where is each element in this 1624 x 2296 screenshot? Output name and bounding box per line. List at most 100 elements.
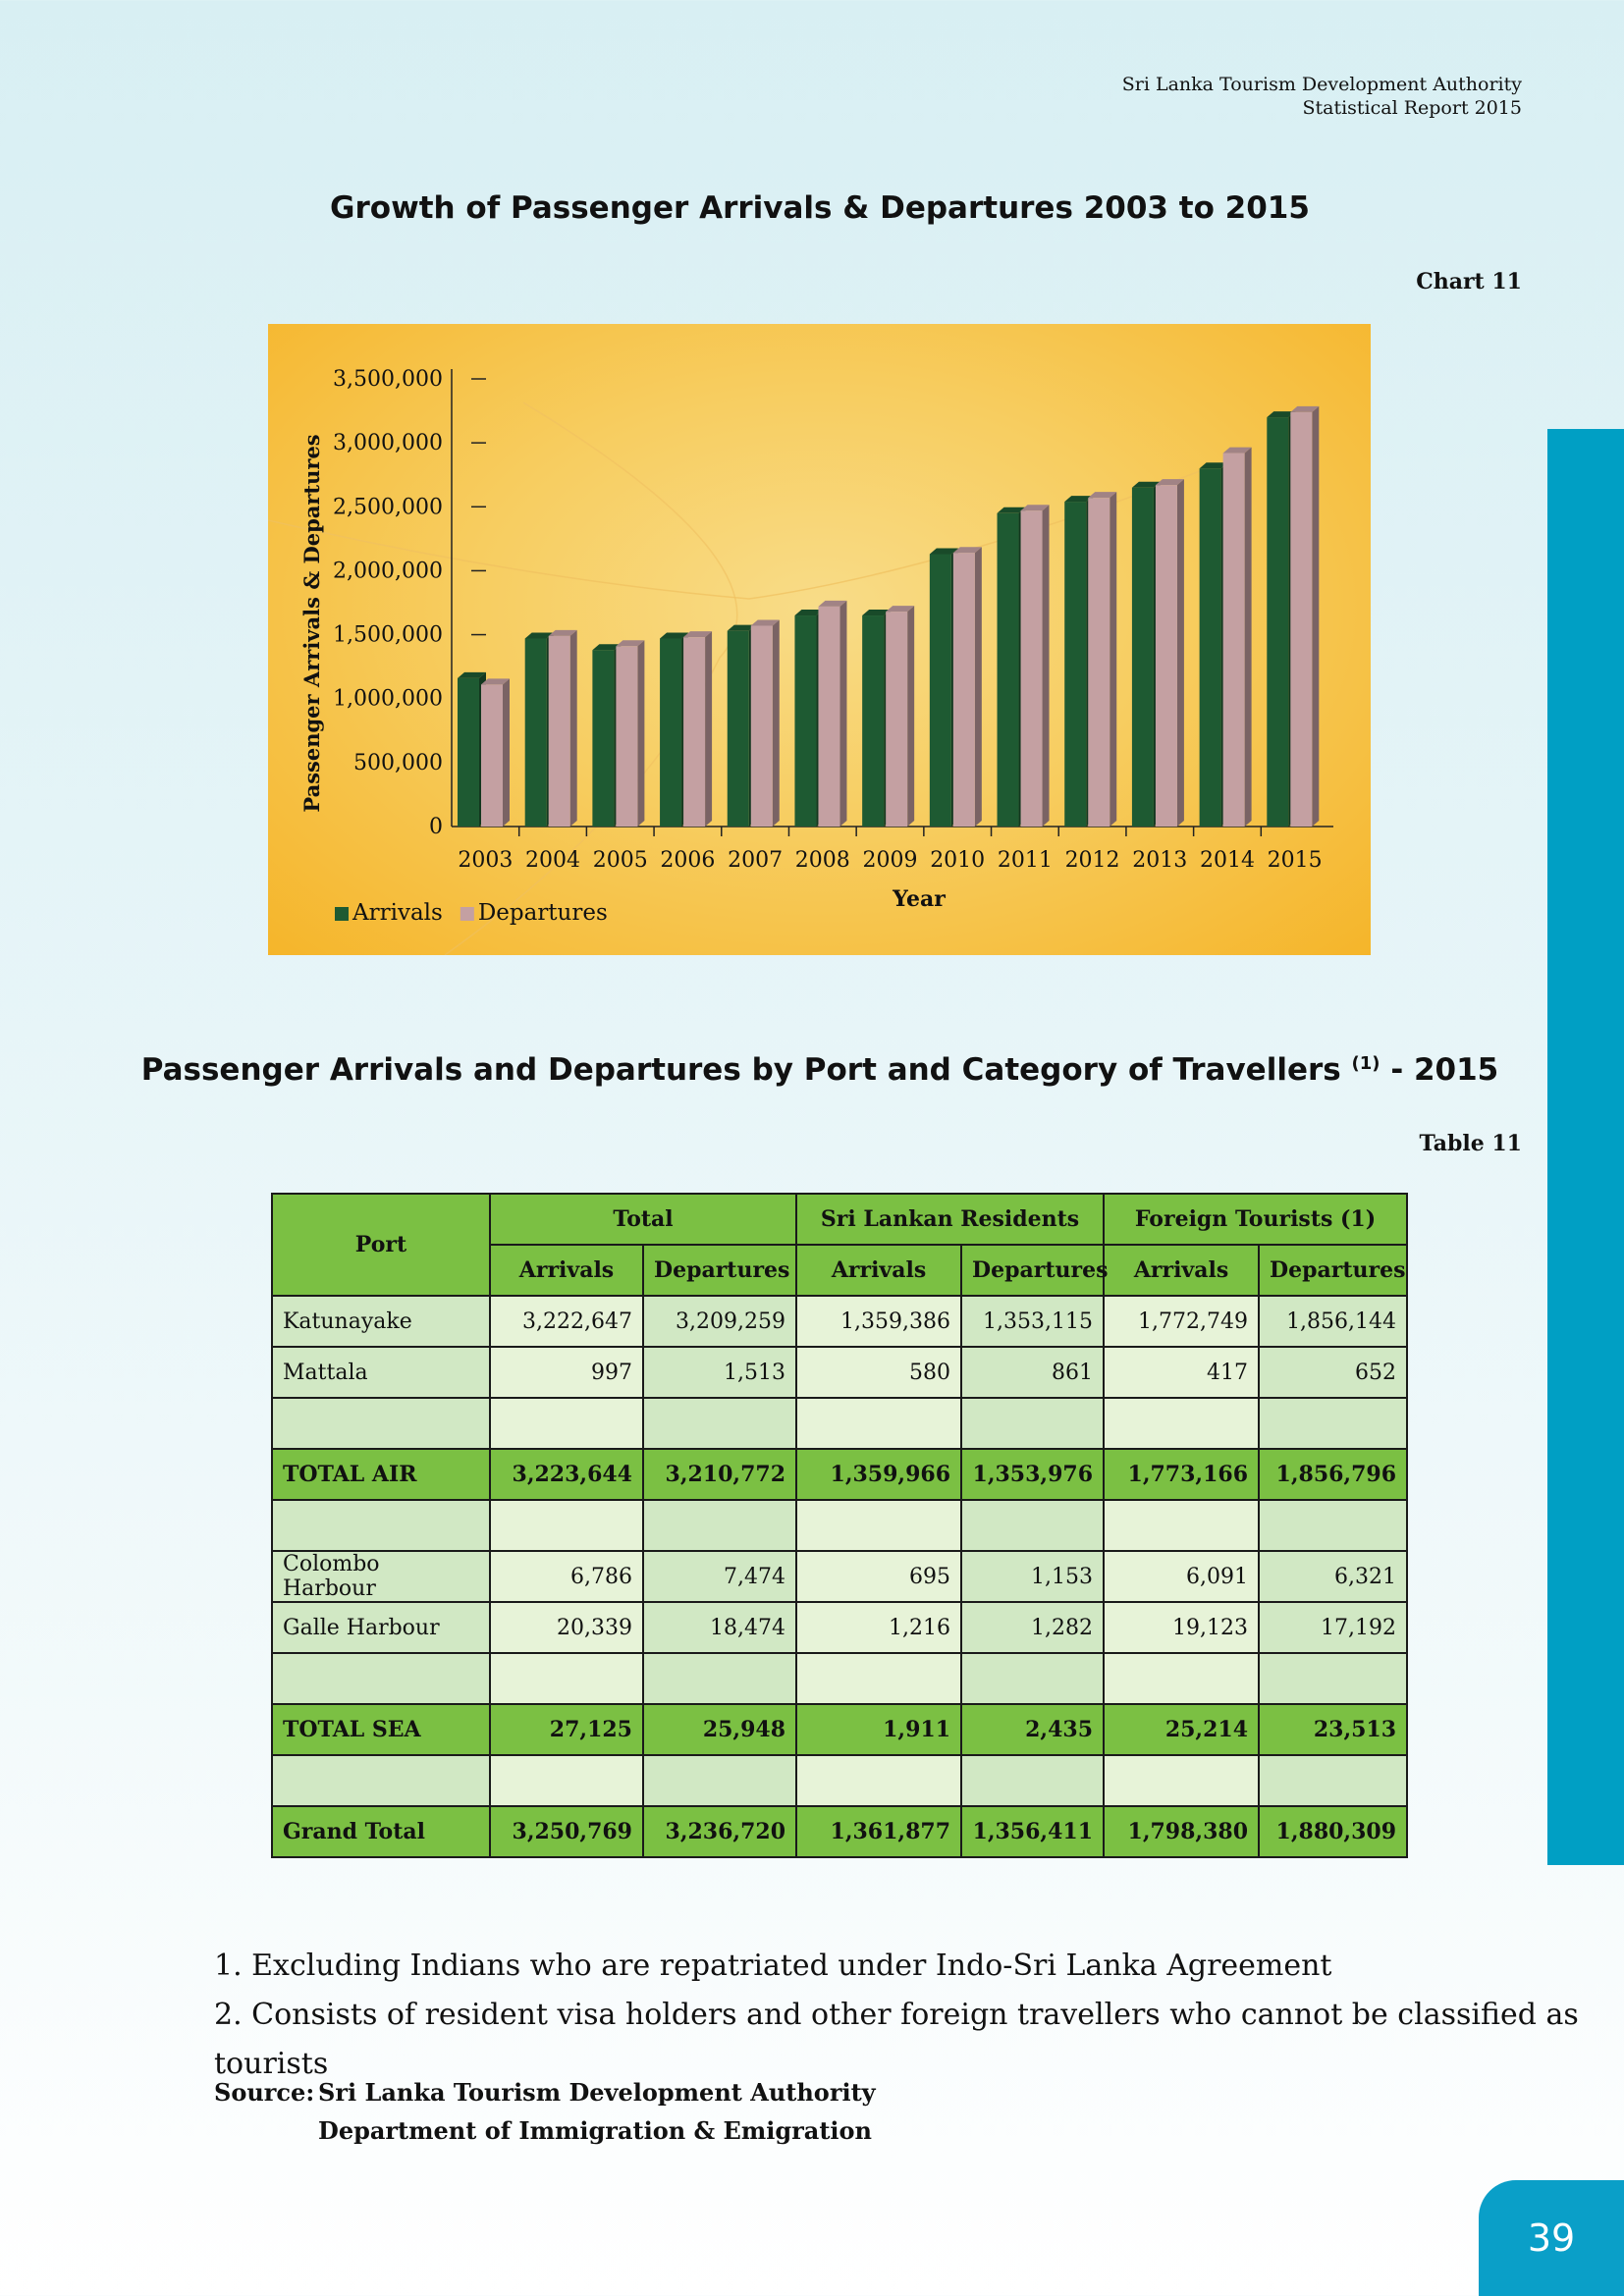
- value-cell: 1,880,309: [1258, 1805, 1409, 1858]
- value-cell: 1,282: [960, 1601, 1106, 1654]
- bar-arrivals-2006: [660, 638, 682, 827]
- footnotes: 1. Excluding Indians who are repatriated…: [214, 1942, 1624, 2089]
- header-report: Statistical Report 2015: [1302, 97, 1522, 119]
- chart-panel: 0 500,000 1,000,000 1,500,000 2,000,000 2,500…: [268, 324, 1371, 955]
- table-title-year: - 2015: [1390, 1052, 1499, 1088]
- subheader: Arrivals: [489, 1244, 644, 1297]
- table-total-row: Grand Total 3,250,769 3,236,720 1,361,877 1,…: [271, 1805, 1409, 1858]
- subheader: Departures: [641, 1244, 798, 1297]
- y-tick-label: 3,500,000: [333, 367, 443, 392]
- x-tick-label: 2014: [1200, 848, 1255, 873]
- chart-ref: Chart 11: [1416, 269, 1522, 294]
- value-cell: [489, 1397, 644, 1450]
- footnote-1: 1. Excluding Indians who are repatriated…: [214, 1949, 1332, 1983]
- table-ref: Table 11: [1419, 1131, 1522, 1156]
- bar-side: [1312, 405, 1320, 827]
- table-title-footnote-ref: (1): [1351, 1052, 1380, 1074]
- value-cell: [960, 1397, 1106, 1450]
- x-tick-label: 2007: [728, 848, 783, 873]
- value-cell: [795, 1652, 963, 1705]
- value-cell: 18,474: [641, 1601, 798, 1654]
- bar-departures-2003: [481, 684, 503, 827]
- value-cell: 695: [795, 1550, 963, 1603]
- bar-side: [637, 640, 645, 827]
- bar-top: [1199, 462, 1228, 469]
- value-cell: [489, 1499, 644, 1552]
- bar-arrivals-2010: [929, 554, 951, 827]
- port-cell: [271, 1754, 491, 1807]
- bar-top: [548, 629, 577, 636]
- source-block: Source: Sri Lanka Tourism Development Aut…: [214, 2073, 876, 2150]
- side-color-band: [1547, 429, 1624, 1865]
- subheader: Arrivals: [795, 1244, 963, 1297]
- value-cell: 1,513: [641, 1346, 798, 1399]
- y-tick-label: 2,000,000: [333, 559, 443, 583]
- report-header: Sri Lanka Tourism Development Authority …: [1122, 73, 1522, 120]
- table-total-row: TOTAL SEA 27,125 25,948 1,911 2,435 25,214 23,…: [271, 1703, 1409, 1756]
- bar-departures-2007: [750, 625, 773, 827]
- bar-top: [616, 640, 645, 647]
- value-cell: 997: [489, 1346, 644, 1399]
- value-cell: [1103, 1652, 1261, 1705]
- legend-swatch: [460, 907, 474, 921]
- legend-label: Departures: [478, 900, 608, 926]
- value-cell: 1,153: [960, 1550, 1106, 1603]
- bar-side: [839, 600, 847, 827]
- port-cell: TOTAL SEA: [271, 1703, 491, 1756]
- bar-side: [974, 547, 982, 827]
- bar-top: [1131, 481, 1161, 488]
- value-cell: 1,911: [795, 1703, 963, 1756]
- x-tick-label: 2009: [863, 848, 918, 873]
- value-cell: [1258, 1754, 1409, 1807]
- value-cell: 1,216: [795, 1601, 963, 1654]
- bar-departures-2013: [1155, 485, 1177, 827]
- table-row: Katunayake 3,222,647 3,209,259 1,359,386 1,3…: [271, 1295, 1409, 1348]
- value-cell: 1,798,380: [1103, 1805, 1261, 1858]
- y-tick-label: 500,000: [353, 751, 443, 775]
- bar-departures-2015: [1290, 411, 1313, 827]
- bar-departures-2014: [1222, 453, 1245, 827]
- value-cell: [960, 1754, 1106, 1807]
- value-cell: 3,209,259: [641, 1295, 798, 1348]
- y-tick-label: 1,000,000: [333, 687, 443, 712]
- bar-side: [907, 606, 915, 827]
- bar-top: [727, 624, 756, 631]
- x-tick-label: 2006: [660, 848, 715, 873]
- port-cell: [271, 1652, 491, 1705]
- port-cell: Mattala: [271, 1346, 491, 1399]
- x-tick-label: 2011: [998, 848, 1053, 873]
- value-cell: 1,359,386: [795, 1295, 963, 1348]
- bar-top: [1222, 447, 1252, 454]
- value-cell: 1,856,796: [1258, 1448, 1409, 1501]
- bar-arrivals-2007: [727, 630, 749, 827]
- group-header-residents: Sri Lankan Residents: [795, 1193, 1106, 1246]
- x-axis-label: Year: [892, 886, 946, 912]
- table-row: [271, 1652, 1409, 1705]
- bar-departures-2005: [616, 646, 638, 827]
- table-title: Passenger Arrivals and Departures by Por…: [0, 1052, 1624, 1088]
- value-cell: 7,474: [641, 1550, 798, 1603]
- bar-arrivals-2014: [1199, 468, 1221, 827]
- value-cell: 3,236,720: [641, 1805, 798, 1858]
- value-cell: [795, 1397, 963, 1450]
- bar-departures-2008: [818, 606, 840, 827]
- bar-top: [660, 632, 689, 639]
- table-row: Colombo Harbour 6,786 7,474 695 1,153 6,091 6,…: [271, 1550, 1409, 1603]
- port-cell: Katunayake: [271, 1295, 491, 1348]
- bar-top: [818, 600, 847, 607]
- value-cell: 27,125: [489, 1703, 644, 1756]
- table-row: [271, 1499, 1409, 1552]
- value-cell: 1,359,966: [795, 1448, 963, 1501]
- value-cell: 652: [1258, 1346, 1409, 1399]
- y-tick-label: 0: [429, 815, 443, 839]
- bar-top: [997, 507, 1026, 513]
- bar-arrivals-2003: [458, 677, 479, 827]
- value-cell: 3,210,772: [641, 1448, 798, 1501]
- bar-chart: 0 500,000 1,000,000 1,500,000 2,000,000 2,500…: [268, 367, 1333, 955]
- value-cell: [641, 1499, 798, 1552]
- value-cell: [960, 1499, 1106, 1552]
- table-title-main: Passenger Arrivals and Departures by Por…: [140, 1052, 1341, 1088]
- bar-top: [862, 610, 892, 616]
- subheader: Departures: [960, 1244, 1108, 1297]
- port-cell: Colombo Harbour: [271, 1550, 491, 1603]
